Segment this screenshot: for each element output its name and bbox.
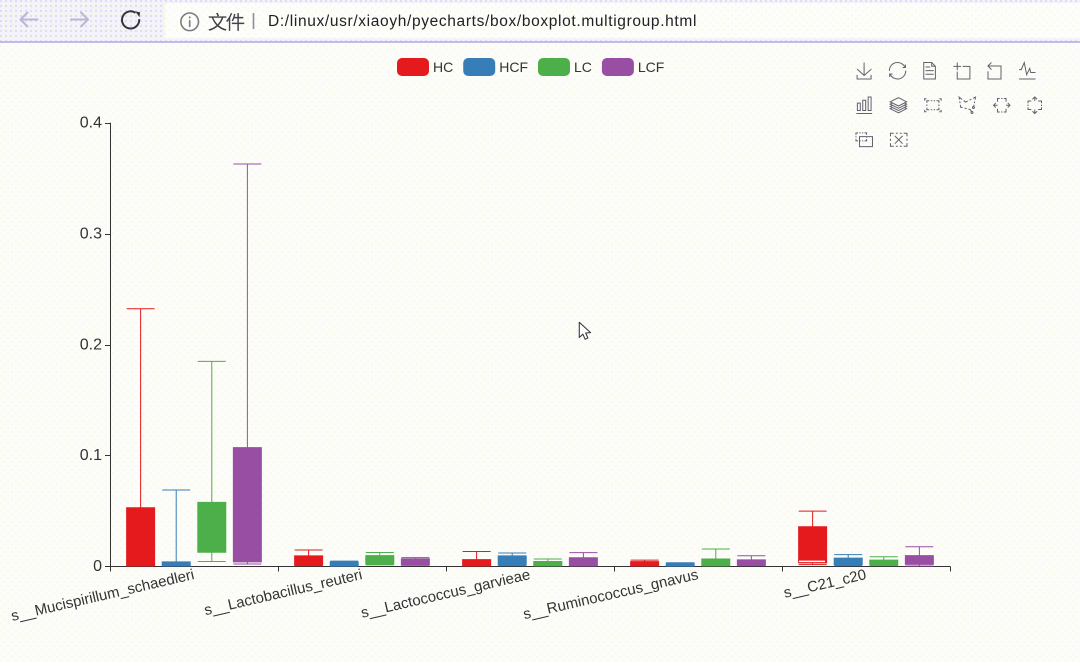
svg-text:LC: LC [574, 59, 592, 75]
svg-text:0.1: 0.1 [80, 447, 102, 464]
svg-text:LCF: LCF [638, 59, 664, 75]
svg-text:s__Ruminococcus_gnavus: s__Ruminococcus_gnavus [522, 566, 700, 623]
svg-text:0.4: 0.4 [80, 115, 102, 132]
svg-text:s__C21_c20: s__C21_c20 [782, 566, 868, 602]
svg-text:0.3: 0.3 [80, 225, 102, 242]
svg-text:s__Mucispirillum_schaedleri: s__Mucispirillum_schaedleri [10, 566, 196, 625]
svg-text:s__Lactobacillus_reuteri: s__Lactobacillus_reuteri [203, 566, 364, 619]
svg-text:0: 0 [93, 558, 102, 575]
svg-text:s__Lactococcus_garvieae: s__Lactococcus_garvieae [359, 566, 532, 622]
svg-text:D:/linux/usr/xiaoyh/pyecharts/: D:/linux/usr/xiaoyh/pyecharts/box/boxplo… [268, 13, 697, 30]
svg-text:0.2: 0.2 [80, 336, 102, 353]
svg-text:HC: HC [433, 59, 453, 75]
svg-text:HCF: HCF [499, 59, 528, 75]
